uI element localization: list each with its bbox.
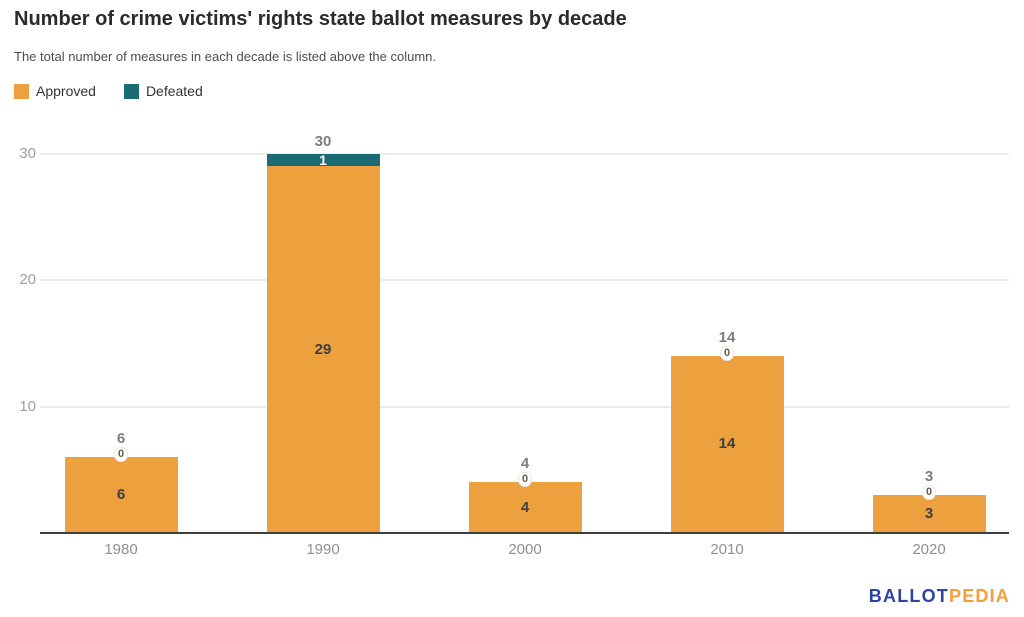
gridline — [40, 152, 1009, 155]
defeated-zero-label: 0 — [519, 473, 532, 487]
defeated-zero-label: 0 — [923, 486, 936, 500]
bar-segment-defeated[interactable] — [266, 153, 380, 167]
y-axis-tick-label: 20 — [19, 271, 36, 288]
approved-value-label: 14 — [718, 435, 736, 453]
defeated-value-label: 1 — [319, 151, 327, 168]
ballotpedia-logo[interactable]: BALLOTPEDIA — [869, 586, 1010, 607]
x-axis-baseline — [40, 532, 1009, 534]
approved-value-label: 3 — [924, 505, 934, 523]
x-axis-tick-label: 2010 — [710, 541, 744, 558]
legend: Approved Defeated — [14, 83, 203, 99]
x-axis-tick-label: 2000 — [508, 541, 542, 558]
approved-swatch-icon — [14, 83, 29, 99]
approved-value-label: 6 — [116, 486, 126, 504]
bar-segment-approved[interactable] — [468, 482, 582, 533]
logo-pedia: PEDIA — [948, 586, 1010, 606]
bar-segment-approved[interactable] — [670, 355, 784, 533]
bar-segment-approved[interactable] — [872, 495, 986, 533]
defeated-zero-label: 0 — [721, 346, 734, 360]
defeated-zero-label: 0 — [115, 448, 128, 462]
bar-segment-approved[interactable] — [64, 457, 178, 533]
defeated-swatch-icon — [123, 83, 139, 99]
legend-label-defeated: Defeated — [145, 83, 203, 99]
legend-label-approved: Approved — [36, 83, 96, 99]
approved-value-label: 4 — [520, 498, 530, 516]
y-axis-tick-label: 30 — [19, 144, 36, 162]
chart-subtitle: The total number of measures in each dec… — [14, 49, 437, 64]
total-label: 30 — [314, 132, 332, 150]
logo-ballot: BALLOT — [868, 586, 949, 606]
total-label: 4 — [520, 455, 530, 473]
total-label: 3 — [924, 468, 934, 486]
y-axis-tick-label: 10 — [19, 397, 36, 415]
gridline — [40, 279, 1009, 281]
gridline — [40, 405, 1009, 408]
total-label: 6 — [116, 430, 126, 448]
x-axis-tick-label: 1990 — [306, 541, 340, 558]
x-axis-tick-label: 1980 — [104, 541, 138, 558]
x-axis-tick-label: 2020 — [912, 541, 946, 558]
legend-item-defeated[interactable]: Defeated — [123, 83, 203, 99]
legend-item-approved[interactable]: Approved — [14, 83, 96, 99]
total-label: 14 — [718, 328, 736, 346]
chart-title: Number of crime victims' rights state ba… — [14, 8, 627, 30]
bar-segment-approved[interactable] — [266, 166, 380, 533]
approved-value-label: 29 — [314, 340, 332, 358]
